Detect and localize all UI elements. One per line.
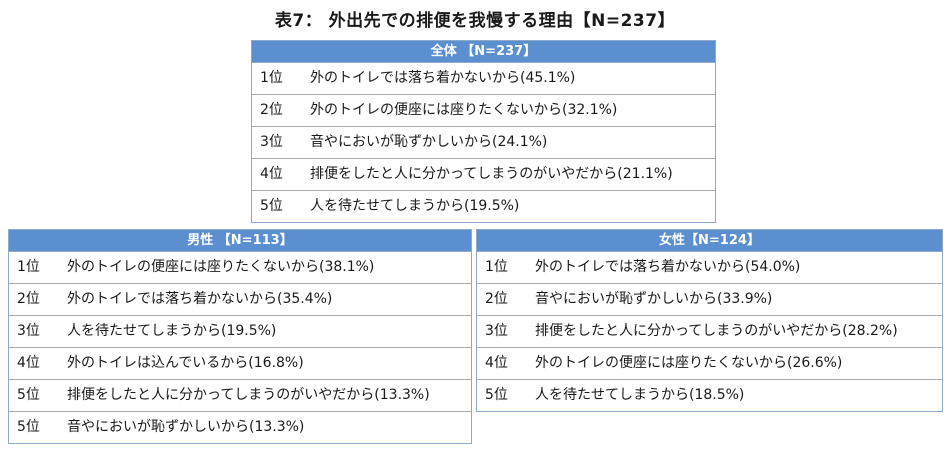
rank-label: 4位 — [260, 166, 283, 182]
table-row: 1位 外のトイレの便座には座りたくないから(38.1%) — [9, 252, 471, 284]
table-row: 4位 排便をしたと人に分かってしまうのがいやだから(21.1%) — [252, 159, 715, 191]
male-table-header: 男性 【N=113】 — [9, 230, 471, 252]
reason-text: 外のトイレでは落ち着かないから(35.4%) — [67, 291, 333, 307]
table-row: 4位 外のトイレは込んでいるから(16.8%) — [9, 348, 471, 380]
table-row: 2位 外のトイレの便座には座りたくないから(32.1%) — [252, 95, 715, 127]
rank-label: 1位 — [17, 259, 40, 275]
reason-text: 外のトイレの便座には座りたくないから(32.1%) — [310, 102, 618, 118]
rank-label: 1位 — [485, 259, 508, 275]
rank-label: 2位 — [260, 102, 283, 118]
rank-label: 4位 — [17, 355, 40, 371]
reason-text: 排便をしたと人に分かってしまうのがいやだから(21.1%) — [310, 166, 673, 182]
rank-label: 3位 — [485, 323, 508, 339]
total-table-header: 全体 【N=237】 — [252, 41, 715, 63]
reason-text: 外のトイレでは落ち着かないから(45.1%) — [310, 70, 576, 86]
reason-text: 人を待たせてしまうから(18.5%) — [535, 387, 745, 403]
female-table-header: 女性【N=124】 — [477, 230, 942, 252]
reason-text: 音やにおいが恥ずかしいから(33.9%) — [535, 291, 773, 307]
table-row: 4位 外のトイレの便座には座りたくないから(26.6%) — [477, 348, 942, 380]
reason-text: 人を待たせてしまうから(19.5%) — [310, 198, 520, 214]
table-row: 1位 外のトイレでは落ち着かないから(45.1%) — [252, 63, 715, 95]
male-ranking-table: 男性 【N=113】 1位 外のトイレの便座には座りたくないから(38.1%) 2位… — [8, 229, 472, 444]
total-table-body: 1位 外のトイレでは落ち着かないから(45.1%) 2位 外のトイレの便座には座りたく… — [252, 63, 715, 222]
reason-text: 音やにおいが恥ずかしいから(13.3%) — [67, 419, 305, 435]
page-title: 表7： 外出先での排便を我慢する理由【N=237】 — [274, 11, 676, 31]
female-ranking-table: 女性【N=124】 1位 外のトイレでは落ち着かないから(54.0%) 2位 音やにお… — [476, 229, 943, 412]
rank-label: 2位 — [17, 291, 40, 307]
rank-label: 1位 — [260, 70, 283, 86]
table-row: 2位 外のトイレでは落ち着かないから(35.4%) — [9, 284, 471, 316]
table-row: 2位 音やにおいが恥ずかしいから(33.9%) — [477, 284, 942, 316]
rank-label: 3位 — [17, 323, 40, 339]
reason-text: 排便をしたと人に分かってしまうのがいやだから(28.2%) — [535, 323, 898, 339]
rank-label: 5位 — [17, 387, 40, 403]
rank-label: 3位 — [260, 134, 283, 150]
table-row: 3位 排便をしたと人に分かってしまうのがいやだから(28.2%) — [477, 316, 942, 348]
table-row: 3位 音やにおいが恥ずかしいから(24.1%) — [252, 127, 715, 159]
male-table-body: 1位 外のトイレの便座には座りたくないから(38.1%) 2位 外のトイレでは落ち着か… — [9, 252, 471, 443]
rank-label: 5位 — [260, 198, 283, 214]
table-row: 5位 排便をしたと人に分かってしまうのがいやだから(13.3%) — [9, 380, 471, 412]
rank-label: 2位 — [485, 291, 508, 307]
table-row: 5位 人を待たせてしまうから(18.5%) — [477, 380, 942, 411]
reason-text: 外のトイレは込んでいるから(16.8%) — [67, 355, 304, 371]
female-table-body: 1位 外のトイレでは落ち着かないから(54.0%) 2位 音やにおいが恥ずかしいから(… — [477, 252, 942, 411]
table-row: 1位 外のトイレでは落ち着かないから(54.0%) — [477, 252, 942, 284]
reason-text: 外のトイレでは落ち着かないから(54.0%) — [535, 259, 801, 275]
reason-text: 外のトイレの便座には座りたくないから(38.1%) — [67, 259, 375, 275]
rank-label: 4位 — [485, 355, 508, 371]
reason-text: 音やにおいが恥ずかしいから(24.1%) — [310, 134, 548, 150]
table-row: 5位 音やにおいが恥ずかしいから(13.3%) — [9, 412, 471, 443]
table-row: 3位 人を待たせてしまうから(19.5%) — [9, 316, 471, 348]
total-ranking-table: 全体 【N=237】 1位 外のトイレでは落ち着かないから(45.1%) 2位 外のト… — [251, 40, 716, 223]
reason-text: 外のトイレの便座には座りたくないから(26.6%) — [535, 355, 843, 371]
rank-label: 5位 — [17, 419, 40, 435]
reason-text: 排便をしたと人に分かってしまうのがいやだから(13.3%) — [67, 387, 430, 403]
table-row: 5位 人を待たせてしまうから(19.5%) — [252, 191, 715, 222]
rank-label: 5位 — [485, 387, 508, 403]
reason-text: 人を待たせてしまうから(19.5%) — [67, 323, 277, 339]
